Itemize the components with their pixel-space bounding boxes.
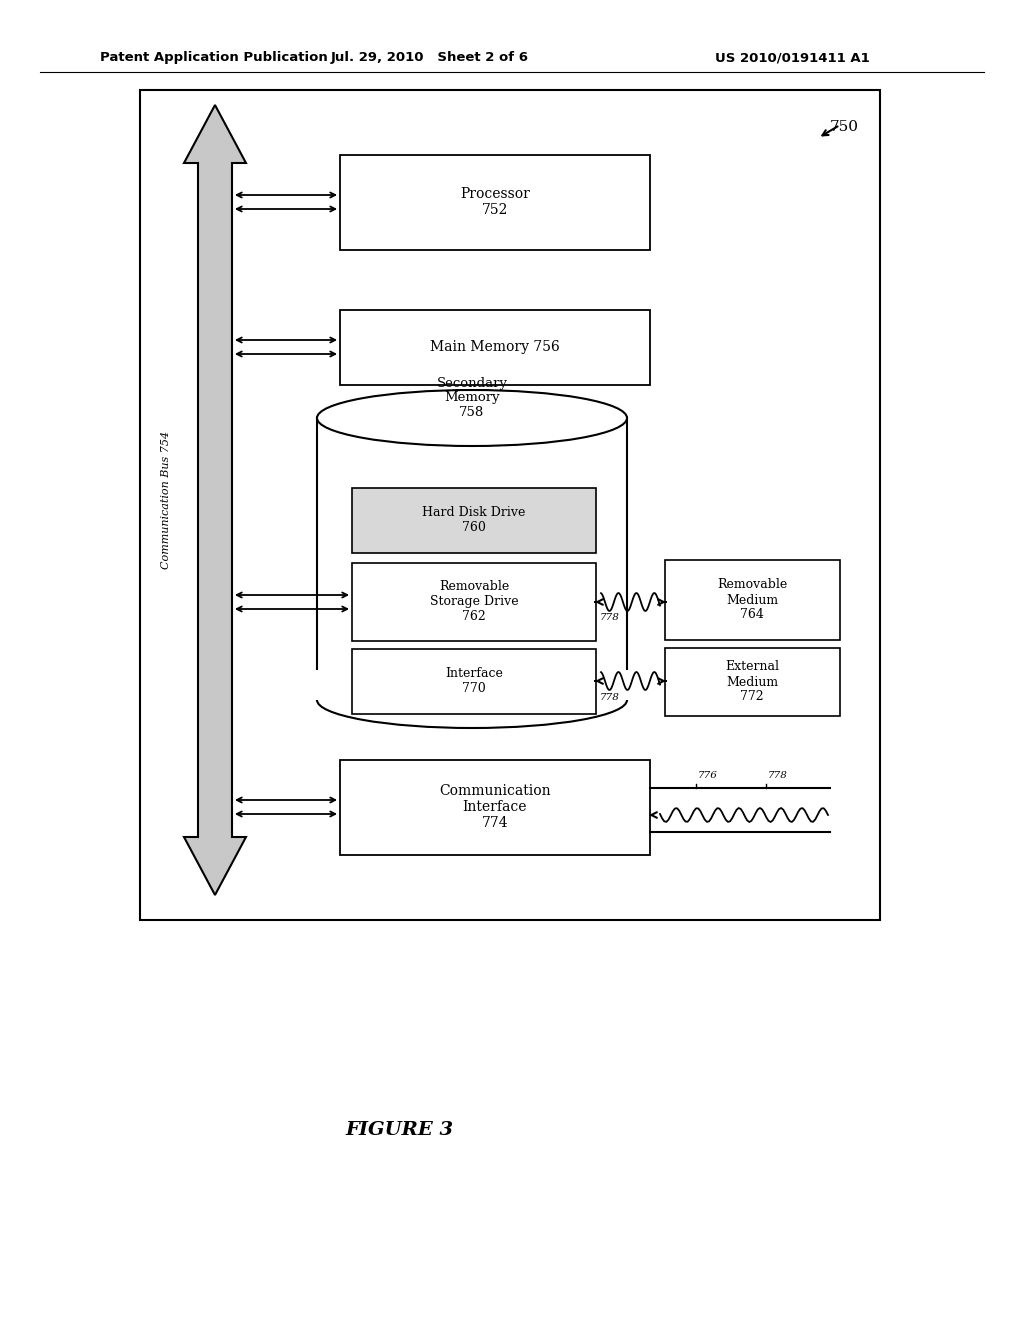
Text: Communication
Interface
774: Communication Interface 774 xyxy=(439,784,551,830)
Ellipse shape xyxy=(317,672,627,729)
Ellipse shape xyxy=(317,389,627,446)
Bar xyxy=(315,671,629,700)
Text: Hard Disk Drive
760: Hard Disk Drive 760 xyxy=(422,506,525,535)
Bar xyxy=(665,560,840,640)
Bar xyxy=(352,564,596,642)
Bar xyxy=(340,760,650,855)
Bar xyxy=(340,154,650,249)
Bar xyxy=(340,310,650,385)
Text: Secondary
Memory
758: Secondary Memory 758 xyxy=(436,376,508,420)
Text: Processor
752: Processor 752 xyxy=(460,187,530,216)
Text: Patent Application Publication: Patent Application Publication xyxy=(100,51,328,65)
Text: 778: 778 xyxy=(600,614,620,623)
Text: 776: 776 xyxy=(698,771,718,780)
Text: FIGURE 3: FIGURE 3 xyxy=(346,1121,454,1139)
Bar xyxy=(352,488,596,553)
Bar xyxy=(665,648,840,715)
Bar xyxy=(352,649,596,714)
Text: 750: 750 xyxy=(830,120,859,135)
Text: Communication Bus 754: Communication Bus 754 xyxy=(161,430,171,569)
Text: External
Medium
772: External Medium 772 xyxy=(725,660,779,704)
Polygon shape xyxy=(184,106,246,895)
Text: 778: 778 xyxy=(600,693,620,701)
Text: US 2010/0191411 A1: US 2010/0191411 A1 xyxy=(715,51,870,65)
Text: 778: 778 xyxy=(768,771,787,780)
Text: Main Memory 756: Main Memory 756 xyxy=(430,341,560,354)
Text: Removable
Medium
764: Removable Medium 764 xyxy=(717,578,787,622)
Text: Interface
770: Interface 770 xyxy=(445,667,503,696)
Text: Jul. 29, 2010   Sheet 2 of 6: Jul. 29, 2010 Sheet 2 of 6 xyxy=(331,51,529,65)
Bar xyxy=(140,90,880,920)
Text: Removable
Storage Drive
762: Removable Storage Drive 762 xyxy=(430,581,518,623)
